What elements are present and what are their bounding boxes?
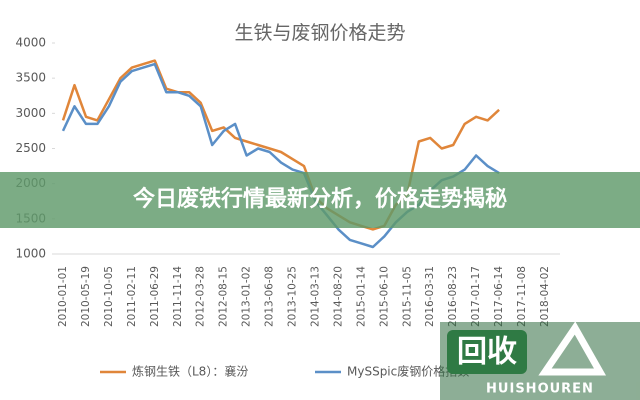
watermark-logo: 回收 <box>457 335 517 370</box>
series-line <box>61 59 500 231</box>
watermark-name: HUISHOUREN <box>486 382 594 397</box>
chart-title: 生铁与废钢价格走势 <box>234 22 405 44</box>
x-tick-label: 2017-01-17 <box>470 266 482 327</box>
x-tick-label: 2014-03-13 <box>309 266 321 327</box>
watermark-logo-box <box>447 330 527 374</box>
y-tick-label: 3500 <box>15 71 46 85</box>
legend-label: MySSpic废钢价格指数 <box>347 364 469 379</box>
legend-label: 炼钢生铁（L8）：襄汾 <box>132 364 248 379</box>
y-tick-label: 2500 <box>15 141 46 155</box>
x-tick-label: 2012-08-15 <box>218 266 230 327</box>
x-tick-label: 2012-03-28 <box>195 266 207 327</box>
x-tick-label: 2014-08-20 <box>332 266 344 327</box>
y-tick-label: 3000 <box>15 106 46 120</box>
x-tick-label: 2015-01-14 <box>355 266 367 327</box>
x-tick-label: 2011-11-14 <box>172 266 184 327</box>
x-tick-label: 2016-03-31 <box>424 266 436 327</box>
y-tick-label: 4000 <box>15 36 46 50</box>
x-tick-label: 2011-02-11 <box>126 266 138 327</box>
x-tick-label: 2017-06-14 <box>493 266 505 327</box>
x-tick-label: 2015-06-10 <box>378 266 390 327</box>
banner <box>0 172 640 228</box>
x-tick-label: 2010-01-01 <box>57 266 69 327</box>
watermark-icon <box>538 321 607 376</box>
x-tick-label: 2018-04-02 <box>539 266 551 327</box>
x-tick-label: 2013-10-25 <box>287 266 299 327</box>
x-tick-label: 2016-08-23 <box>447 266 459 327</box>
x-tick-label: 2015-11-05 <box>401 266 413 327</box>
x-tick-label: 2013-01-02 <box>241 266 253 327</box>
overlay: 今日废铁行情最新分析，价格走势揭秘 回收 HUISHOUREN <box>0 172 640 400</box>
x-tick-label: 2017-11-08 <box>516 266 528 327</box>
y-tick-label: 1000 <box>15 247 46 261</box>
banner-text: 今日废铁行情最新分析，价格走势揭秘 <box>133 186 507 212</box>
x-tick-label: 2010-05-19 <box>80 266 92 327</box>
x-tick-label: 2013-06-08 <box>264 266 276 327</box>
x-tick-label: 2011-06-29 <box>149 266 161 327</box>
plot-area: 10001500200025003000350040002010-01-0120… <box>15 36 560 379</box>
x-tick-label: 2010-10-05 <box>103 266 115 327</box>
